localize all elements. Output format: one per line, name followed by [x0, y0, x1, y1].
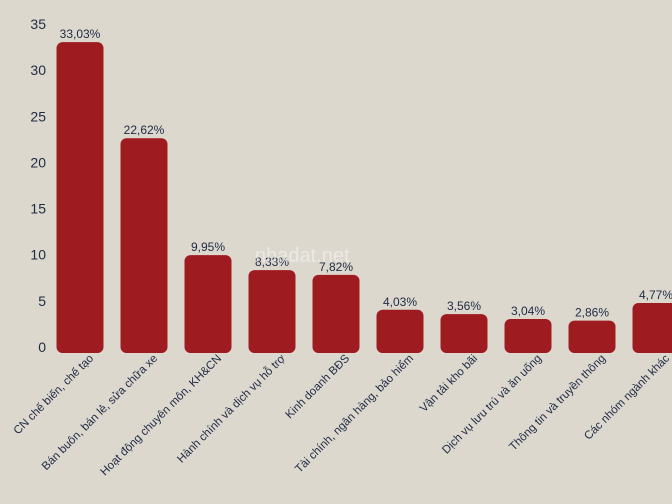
category-label: Tài chính, ngân hàng, bảo hiểm	[293, 353, 416, 476]
bar	[248, 270, 296, 353]
data-label: 9,95%	[191, 240, 225, 254]
y-tick-label: 25	[30, 108, 46, 124]
bar	[632, 302, 672, 353]
category-label: Kinh doanh BĐS	[283, 352, 352, 421]
bar	[120, 138, 168, 353]
y-tick-label: 5	[38, 293, 46, 309]
bar	[504, 318, 552, 353]
category-label: Vận tải kho bãi	[418, 353, 480, 415]
data-label: 8,33%	[255, 255, 289, 269]
data-label: 3,56%	[447, 299, 481, 313]
value-labels: 33,03% 22,62% 9,95% 8,33% 7,82% 4,03% 3,56% 3,0…	[60, 27, 672, 319]
category-label: Bán buôn, bán lẻ, sửa chữa xe	[40, 353, 160, 473]
y-tick-label: 20	[30, 154, 46, 170]
bar	[440, 314, 488, 353]
data-label: 4,77%	[639, 288, 672, 302]
data-label: 22,62%	[124, 123, 165, 137]
y-axis-ticks: 0 5 10 15 20 25 30 35	[30, 16, 46, 355]
bar	[376, 309, 424, 353]
bar	[56, 42, 104, 353]
category-label: Hoạt động chuyên môn, KH&CN	[99, 353, 225, 479]
y-tick-label: 35	[30, 16, 46, 32]
y-tick-label: 0	[38, 339, 46, 355]
data-label: 2,86%	[575, 306, 609, 320]
y-tick-label: 10	[30, 247, 46, 263]
data-label: 4,03%	[383, 295, 417, 309]
y-tick-label: 30	[30, 62, 46, 78]
data-label: 3,04%	[511, 304, 545, 318]
data-label: 33,03%	[60, 27, 101, 41]
bars	[56, 42, 672, 353]
bar	[312, 274, 360, 353]
data-label: 7,82%	[319, 260, 353, 274]
bar	[568, 320, 616, 353]
watermark: nhadat.net	[255, 245, 350, 267]
bar	[184, 255, 232, 353]
y-tick-label: 15	[30, 201, 46, 217]
category-label: Hành chính và dịch vụ hỗ trợ	[175, 352, 289, 466]
